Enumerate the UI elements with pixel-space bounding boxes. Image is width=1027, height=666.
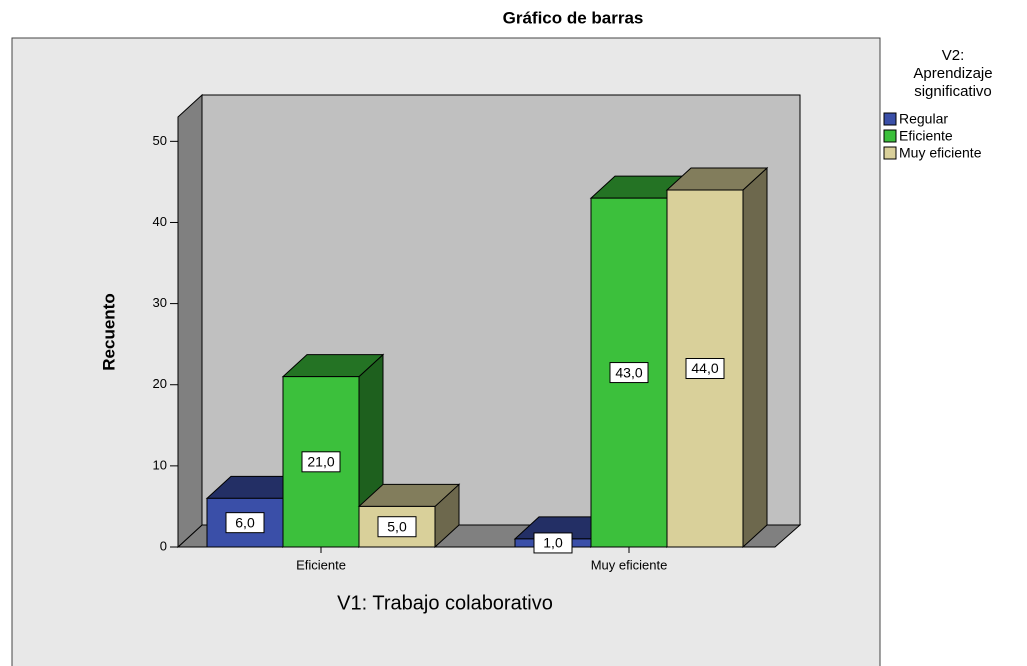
value-label: 1,0: [543, 535, 563, 551]
value-label-box: [609, 362, 649, 384]
y-axis-label: Recuento: [99, 293, 118, 370]
chart-title: Gráfico de barras: [503, 8, 644, 27]
y-tick-label: 10: [153, 457, 167, 472]
x-tick-label: Muy eficiente: [591, 557, 668, 572]
value-label-box: [225, 512, 265, 534]
legend-title: V2:: [942, 47, 965, 64]
x-tick-label: Eficiente: [296, 557, 346, 572]
value-label: 21,0: [307, 454, 334, 470]
y-tick-label: 20: [153, 376, 167, 391]
legend-swatch: [883, 112, 897, 126]
legend-label: Eficiente: [899, 128, 953, 144]
legend-label: Regular: [899, 111, 948, 127]
value-label: 44,0: [691, 360, 718, 376]
y-tick-label: 30: [153, 295, 167, 310]
legend-title: Aprendizaje: [913, 65, 992, 82]
y-tick-label: 50: [153, 133, 167, 148]
value-label-box: [533, 532, 573, 554]
legend-swatch: [883, 146, 897, 160]
value-label: 6,0: [235, 514, 255, 530]
y-tick-label: 0: [160, 538, 167, 553]
value-label-box: [685, 358, 725, 380]
value-label: 5,0: [387, 518, 407, 534]
legend-title: significativo: [914, 83, 992, 100]
value-label-box: [301, 451, 341, 473]
value-label: 43,0: [615, 364, 642, 380]
bar-side: [742, 166, 768, 549]
y-tick-label: 40: [153, 214, 167, 229]
x-axis-label: V1: Trabajo colaborativo: [337, 592, 553, 614]
legend-label: Muy eficiente: [899, 145, 982, 161]
legend-swatch: [883, 129, 897, 143]
side-wall: [177, 93, 203, 549]
value-label-box: [377, 516, 417, 538]
